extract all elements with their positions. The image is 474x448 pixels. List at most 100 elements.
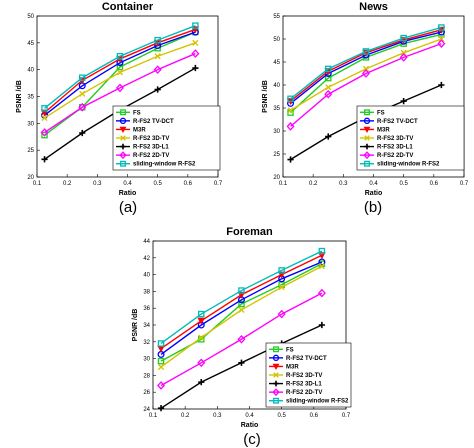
data-point: [115, 83, 124, 93]
x-tick-label: 0.3: [93, 181, 102, 187]
legend-label: R-FS2 TV-DCT: [286, 356, 327, 362]
y-tick-label: 20: [27, 175, 34, 181]
data-point: [238, 287, 245, 294]
data-point: [198, 379, 205, 386]
series-line: [160, 292, 323, 387]
legend-swatch-marker: [119, 117, 127, 125]
x-tick-label: 0.4: [245, 413, 254, 419]
y-tick-label: 25: [273, 152, 280, 158]
y-tick-label: 42: [143, 256, 150, 262]
legend-swatch-marker: [120, 143, 126, 150]
series-line: [160, 250, 323, 345]
series-line: [44, 52, 196, 134]
legend-label: FS: [377, 110, 385, 116]
legend-swatch-marker: [363, 126, 371, 134]
series-line: [44, 25, 196, 109]
legend-label: R-FS2 3D-L1: [133, 145, 169, 151]
x-tick-label: 0.1: [149, 413, 158, 419]
data-point: [278, 267, 285, 274]
y-tick-label: 30: [27, 121, 34, 127]
data-point: [438, 24, 445, 31]
data-point: [154, 53, 161, 60]
panel-caption: (b): [364, 199, 382, 216]
data-point: [277, 309, 286, 319]
x-tick-label: 0.6: [310, 413, 319, 419]
legend-label: R-FS2 3D-TV: [133, 136, 169, 142]
data-point: [287, 95, 294, 103]
x-axis-label: Ratio: [241, 422, 259, 429]
x-tick-label: 0.1: [33, 181, 42, 187]
panel-caption: (c): [243, 431, 261, 448]
data-point: [197, 310, 205, 318]
data-point: [438, 81, 445, 89]
data-point: [198, 334, 205, 341]
legend-label: sliding-window R-FS2: [377, 162, 440, 168]
data-point: [400, 49, 407, 56]
legend-swatch-marker: [119, 151, 127, 160]
legend-label: R-FS2 3D-TV: [377, 136, 413, 142]
legend-swatch-marker: [272, 388, 280, 397]
legend-label: FS: [286, 347, 294, 353]
data-point: [41, 131, 48, 139]
y-tick-label: 44: [143, 239, 150, 245]
data-point: [79, 90, 86, 97]
series-6: [41, 22, 199, 112]
x-tick-label: 0.7: [460, 181, 469, 187]
data-point: [157, 340, 165, 347]
legend-label: R-FS2 2D-TV: [377, 153, 413, 159]
x-tick-label: 0.6: [184, 181, 193, 187]
series-6: [287, 24, 445, 103]
y-tick-label: 28: [143, 373, 150, 379]
y-tick-label: 26: [143, 390, 150, 396]
data-point: [438, 35, 445, 43]
legend-label: R-FS2 3D-L1: [377, 145, 413, 151]
legend-label: FS: [133, 110, 141, 116]
y-tick-label: 38: [143, 289, 150, 295]
y-tick-label: 35: [27, 95, 34, 101]
data-point: [324, 74, 332, 82]
y-tick-label: 32: [143, 340, 150, 346]
data-point: [318, 263, 325, 270]
data-point: [41, 114, 48, 122]
legend-label: R-FS2 TV-DCT: [133, 119, 174, 125]
data-point: [192, 22, 199, 29]
y-tick-label: 25: [27, 148, 34, 154]
chart-title: Container: [102, 1, 154, 13]
data-point: [157, 363, 165, 371]
data-point: [154, 86, 161, 93]
y-axis-label: PSNR /dB: [16, 80, 23, 113]
data-point: [116, 53, 124, 60]
x-tick-label: 0.7: [342, 413, 351, 419]
y-tick-label: 40: [273, 83, 280, 89]
legend-label: R-FS2 2D-TV: [286, 390, 322, 396]
y-axis-label: PSNR /dB: [262, 80, 269, 113]
data-point: [116, 63, 124, 71]
series-5: [286, 39, 446, 131]
legend-swatch-marker: [364, 160, 370, 167]
x-tick-label: 0.2: [181, 413, 190, 419]
series-3: [41, 39, 199, 122]
data-point: [287, 156, 294, 163]
legend-swatch-marker: [273, 380, 279, 387]
x-tick-label: 0.7: [214, 181, 223, 187]
x-tick-label: 0.2: [63, 181, 72, 187]
legend-label: R-FS2 2D-TV: [133, 153, 169, 159]
y-tick-label: 30: [143, 357, 150, 363]
data-point: [437, 39, 446, 48]
legend-label: M3R: [286, 364, 299, 370]
legend-swatch-marker: [120, 135, 126, 141]
legend-swatch-marker: [364, 109, 370, 116]
series-line: [44, 31, 196, 136]
series-line: [160, 261, 323, 355]
data-point: [157, 357, 165, 365]
legend-swatch-marker: [273, 346, 279, 353]
legend-label: sliding-window R-FS2: [286, 399, 349, 405]
x-axis-label: Ratio: [119, 190, 137, 197]
x-tick-label: 0.1: [279, 181, 288, 187]
data-point: [157, 381, 166, 390]
legend: FS R-FS2 TV-DCT M3R R-FS2 3D-TV R-FS2 3D-L1 R…: [112, 105, 221, 171]
data-point: [157, 405, 165, 412]
panel-caption: (a): [119, 199, 137, 216]
series-line: [290, 42, 442, 127]
